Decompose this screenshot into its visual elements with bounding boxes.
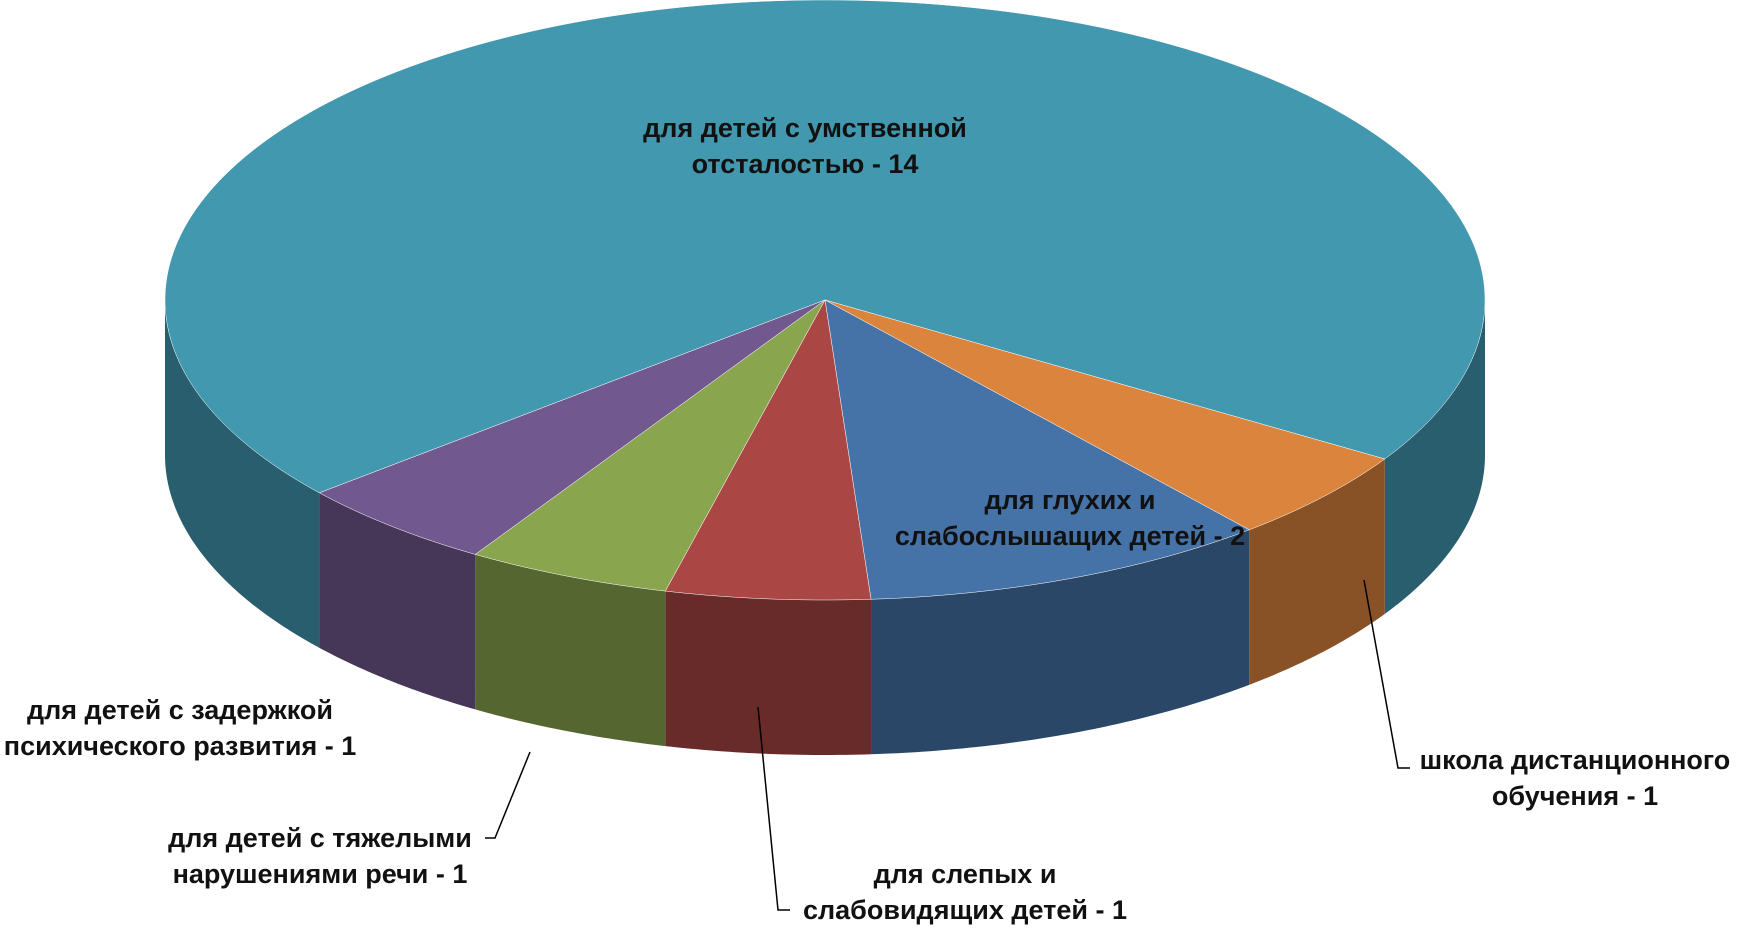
slice-label: школа дистанционного обучения - 1 <box>1419 745 1731 811</box>
slice-side <box>475 554 666 747</box>
leader-line <box>485 751 531 839</box>
slice-label: для детей с умственной отсталостью - 14 <box>643 113 967 179</box>
leader-lines <box>485 579 1410 911</box>
slice-side <box>871 529 1250 755</box>
leader-line <box>757 706 790 911</box>
slice-label: для глухих и слабослышащих детей - 2 <box>894 485 1246 551</box>
slice <box>824 299 1250 600</box>
slice-side <box>665 591 872 755</box>
slice-side <box>1384 300 1485 614</box>
slice-label: для детей с тяжелыми нарушениями речи - … <box>168 823 472 889</box>
leader-line <box>1363 579 1410 769</box>
slice-side <box>1249 458 1385 685</box>
slice <box>824 299 1386 531</box>
slice <box>474 299 826 592</box>
slice-label: для детей с задержкой психического разви… <box>3 695 357 761</box>
slice <box>318 299 826 555</box>
slice <box>164 0 1486 494</box>
slice-label: для слепых и слабовидящих детей - 1 <box>803 859 1127 925</box>
slice-side <box>319 492 476 710</box>
slice-side <box>165 300 320 648</box>
slice <box>664 299 872 601</box>
